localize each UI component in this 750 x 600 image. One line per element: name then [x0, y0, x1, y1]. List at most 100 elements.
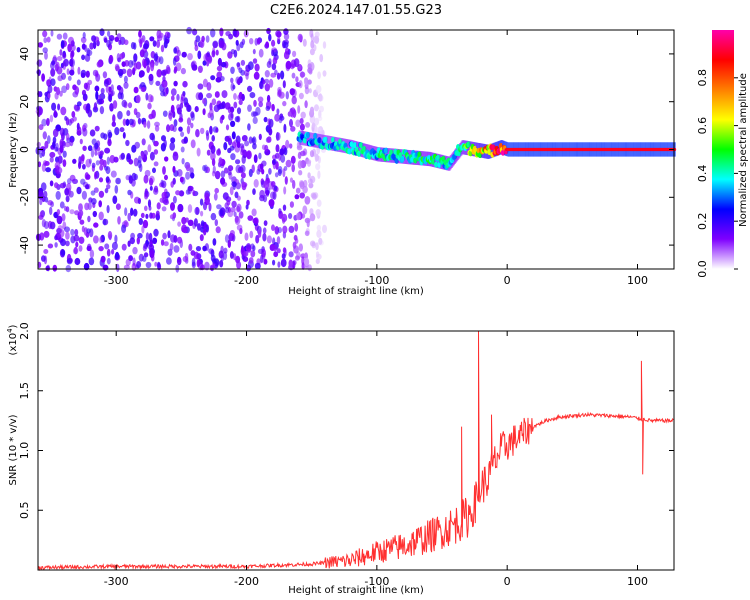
- spectrogram-cell: [319, 54, 324, 63]
- spectrogram-cell: [240, 164, 246, 173]
- spectrogram-cell: [127, 102, 133, 109]
- spectrogram-cell: [200, 210, 204, 217]
- spectrogram-cell: [162, 110, 168, 117]
- spectrogram-cell: [211, 98, 217, 106]
- spectrogram-cell: [248, 168, 253, 178]
- spectrogram-cell: [62, 140, 66, 148]
- spectrogram-cell: [195, 246, 202, 252]
- spectrogram-cell: [224, 234, 230, 243]
- x-tick-label: -300: [104, 575, 129, 588]
- spectrogram-cell: [216, 65, 223, 72]
- spectrogram-cell: [214, 187, 219, 194]
- spectrogram-cell: [301, 256, 305, 266]
- spectrogram-cell: [143, 59, 147, 69]
- spectrogram-cell: [300, 150, 306, 157]
- spectrogram-cell: [245, 204, 249, 210]
- signal-track-halo: [329, 136, 332, 151]
- spectrogram-cell: [37, 106, 43, 116]
- spectrogram-cell: [182, 80, 188, 88]
- spectrogram-cell: [98, 177, 104, 183]
- spectrogram-cell: [309, 48, 315, 56]
- spectrogram-cell: [290, 107, 296, 115]
- spectrogram-cell: [296, 251, 301, 260]
- spectrogram-cell: [64, 115, 68, 121]
- spectrogram-cell: [266, 61, 272, 68]
- spectrogram-cell: [141, 225, 145, 234]
- spectrogram-cell: [115, 203, 121, 210]
- spectrogram-cell: [74, 86, 80, 95]
- spectrogram-cell: [133, 86, 139, 94]
- spectrogram-cell: [298, 92, 304, 100]
- spectrogram-cell: [114, 127, 120, 136]
- spectrogram-cell: [263, 116, 268, 123]
- spectrogram-cell: [82, 164, 86, 170]
- spectrogram-cell: [199, 234, 204, 242]
- spectrogram-cell: [191, 64, 198, 71]
- spectrogram-cell: [215, 226, 221, 234]
- spectrogram-cell: [100, 132, 106, 139]
- spectrogram-cell: [112, 100, 118, 109]
- spectrogram-cell: [275, 30, 282, 38]
- spectrogram-cell: [62, 52, 67, 59]
- spectrogram-cell: [235, 164, 242, 174]
- spectrogram-cell: [59, 49, 63, 56]
- spectrogram-cell: [122, 118, 127, 127]
- spectrogram-cell: [295, 187, 301, 194]
- spectrogram-x-label: Height of straight line (km): [288, 286, 424, 297]
- spectrogram-cell: [73, 234, 80, 242]
- signal-track-halo: [327, 135, 330, 150]
- spectrogram-cell: [171, 95, 175, 101]
- spectrogram-cell: [317, 115, 323, 121]
- spectrogram-cell: [147, 94, 153, 103]
- spectrogram-cell: [225, 30, 231, 37]
- spectrogram-cell: [224, 102, 231, 110]
- spectrogram-cell: [55, 61, 60, 69]
- spectrogram-cell: [121, 99, 127, 108]
- spectrogram-cell: [68, 36, 74, 45]
- spectrogram-cell: [256, 38, 261, 45]
- y-tick-label: 2.0: [18, 322, 31, 340]
- spectrogram-cell: [242, 181, 245, 187]
- spectrogram-cell: [149, 175, 155, 184]
- y-tick-label: -40: [18, 236, 31, 254]
- spectrogram-cell: [142, 219, 149, 229]
- spectrogram-cell: [230, 82, 235, 92]
- spectrogram-cell: [167, 248, 173, 256]
- spectrogram-cell: [53, 110, 57, 117]
- spectrogram-cell: [123, 39, 129, 46]
- spectrogram-cell: [107, 30, 111, 37]
- spectrogram-cell: [137, 197, 141, 205]
- spectrogram-cell: [69, 118, 74, 124]
- spectrogram-cell: [200, 127, 205, 135]
- spectrogram-cell: [93, 187, 99, 193]
- spectrogram-cell: [206, 82, 212, 91]
- spectrogram-cell: [266, 27, 271, 35]
- spectrogram-cell: [107, 94, 111, 102]
- spectrogram-cell: [47, 243, 54, 249]
- spectrogram-cell: [227, 135, 232, 142]
- spectrogram-cell: [172, 195, 177, 204]
- spectrogram-cell: [69, 58, 74, 66]
- spectrogram-cell: [90, 190, 96, 196]
- spectrogram-cell: [61, 72, 66, 80]
- spectrogram-cell: [93, 222, 99, 228]
- spectrogram-cell: [43, 37, 48, 44]
- spectrogram-cell: [73, 104, 78, 111]
- spectrogram-cell: [140, 212, 145, 219]
- spectrogram-cell: [152, 40, 157, 47]
- spectrogram-cell: [241, 93, 245, 102]
- spectrogram-cell: [276, 236, 281, 245]
- spectrogram-cell: [60, 40, 65, 49]
- spectrogram-cell: [42, 131, 47, 140]
- spectrogram-cell: [37, 161, 42, 168]
- x-tick-label: -100: [364, 274, 389, 287]
- spectrogram-cell: [170, 202, 175, 211]
- spectrogram-cell: [103, 79, 109, 87]
- spectrogram-cell: [201, 35, 205, 43]
- spectrogram-cell: [185, 164, 191, 172]
- spectrogram-cell: [300, 111, 306, 119]
- spectrogram-cell: [176, 169, 183, 177]
- spectrogram-cell: [252, 116, 258, 124]
- spectrogram-cell: [318, 237, 323, 245]
- spectrogram-cell: [39, 198, 43, 206]
